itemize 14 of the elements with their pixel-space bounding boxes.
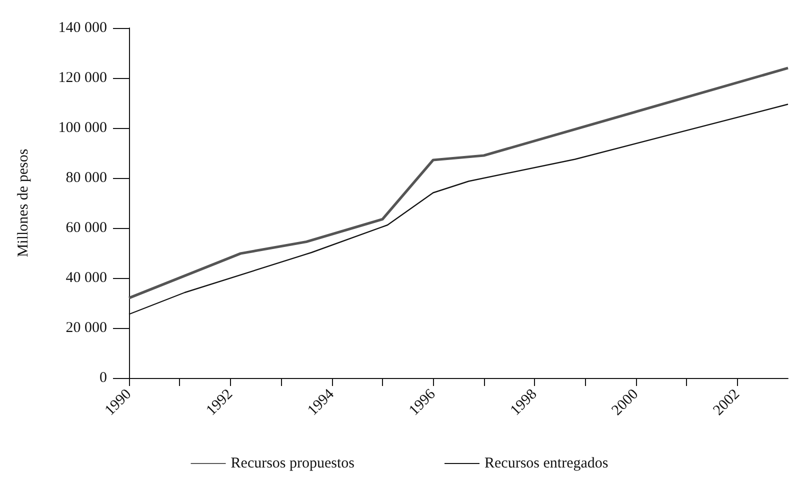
y-axis-title: Millones de pesos <box>16 148 32 258</box>
legend-label: Recursos propuestos <box>230 456 355 472</box>
y-tick-label: 120 000 <box>58 70 107 86</box>
legend-label: Recursos entregados <box>484 456 608 472</box>
y-tick-label: 20 000 <box>66 320 107 336</box>
y-tick-label: 60 000 <box>66 220 107 236</box>
y-tick-label: 80 000 <box>66 170 107 186</box>
x-tick-label: 1992 <box>204 386 236 419</box>
y-tick-label: 100 000 <box>58 120 107 136</box>
y-tick-label: 40 000 <box>66 270 107 286</box>
x-tick-label: 1990 <box>102 386 135 419</box>
line-series <box>128 66 790 300</box>
y-tick-label: 140 000 <box>58 20 107 36</box>
y-tick-label: 0 <box>100 370 107 386</box>
